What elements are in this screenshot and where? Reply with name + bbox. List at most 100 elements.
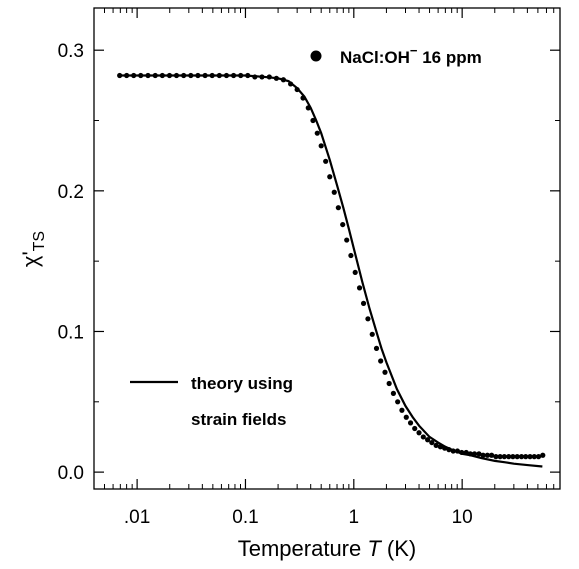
data-point — [493, 454, 499, 460]
data-point — [527, 454, 533, 460]
data-point — [259, 74, 265, 80]
data-point — [403, 414, 409, 420]
data-point — [117, 72, 123, 79]
data-point — [480, 452, 486, 458]
x-tick-label: 1 — [349, 507, 360, 528]
data-point — [159, 72, 165, 79]
data-point — [510, 454, 516, 460]
y-axis-label: χ'TS — [18, 231, 48, 267]
data-point — [230, 72, 237, 79]
data-point — [420, 434, 426, 440]
data-point — [280, 77, 287, 83]
legend-label-line-2: strain fields — [191, 410, 286, 429]
theory-curve — [119, 74, 543, 468]
data-point — [442, 445, 448, 451]
data-point — [386, 380, 392, 387]
data-point — [252, 74, 258, 80]
legend-label-line-1: theory using — [191, 374, 293, 393]
data-point — [145, 72, 151, 79]
data-point — [166, 72, 173, 79]
x-tick-label: 0.1 — [232, 507, 258, 528]
data-point — [138, 72, 144, 79]
data-point — [314, 130, 320, 136]
x-axis-label: Temperature T (K) — [238, 536, 417, 561]
data-point — [373, 345, 380, 351]
data-point — [216, 72, 222, 79]
data-point — [288, 81, 294, 87]
y-tick-label: 0.0 — [58, 463, 84, 484]
data-point — [378, 358, 384, 364]
data-point — [300, 95, 306, 101]
data-point — [506, 454, 512, 460]
data-point — [382, 369, 388, 375]
data-point — [369, 331, 375, 337]
data-point — [476, 451, 482, 457]
data-point — [429, 439, 435, 446]
data-point — [463, 449, 469, 456]
data-point — [407, 420, 414, 426]
data-point — [356, 285, 363, 291]
data-point — [348, 252, 354, 259]
data-points — [117, 72, 546, 460]
data-point — [335, 205, 341, 211]
data-point — [327, 174, 333, 180]
data-point — [310, 117, 316, 124]
x-tick-label: .01 — [124, 507, 150, 528]
data-point — [181, 72, 187, 79]
data-point — [416, 430, 422, 436]
data-point — [188, 72, 194, 79]
data-point — [514, 454, 520, 460]
data-point — [523, 454, 529, 460]
data-point — [365, 316, 371, 322]
data-point — [395, 399, 401, 405]
data-point — [340, 221, 346, 228]
axis-ticks — [93, 8, 561, 489]
data-point — [433, 442, 439, 448]
data-point — [124, 72, 130, 79]
data-point — [131, 72, 137, 79]
data-point — [535, 454, 542, 460]
data-point — [323, 158, 329, 164]
data-point — [399, 407, 405, 413]
data-point — [459, 449, 465, 456]
data-point — [305, 105, 311, 111]
axis-tick-labels: .01 0.1 1 10 0.0 0.1 0.2 0.3 — [58, 41, 473, 528]
data-point — [331, 189, 337, 195]
y-tick-label: 0.1 — [58, 322, 84, 343]
legend-label-points: NaCl:OH− 16 ppm — [340, 43, 482, 67]
data-point — [497, 454, 503, 460]
data-point — [437, 444, 444, 450]
data-point — [540, 452, 546, 458]
data-point — [152, 72, 158, 79]
legend-marker-points — [310, 50, 322, 62]
data-point — [273, 75, 279, 81]
data-point — [446, 447, 452, 453]
data-point — [467, 451, 473, 457]
y-tick-label: 0.2 — [58, 182, 84, 203]
data-point — [209, 72, 215, 79]
data-point — [501, 454, 507, 460]
data-point — [318, 143, 324, 149]
data-point — [454, 448, 461, 454]
data-point — [518, 454, 525, 460]
data-point — [390, 390, 397, 396]
data-point — [223, 72, 230, 79]
data-point — [471, 451, 478, 457]
data-point — [238, 72, 244, 79]
y-tick-label: 0.3 — [58, 41, 84, 62]
data-point — [266, 74, 272, 80]
data-point — [489, 452, 495, 458]
data-point — [344, 237, 350, 243]
data-point — [425, 437, 431, 443]
data-point — [352, 269, 358, 276]
data-point — [531, 454, 537, 460]
data-point — [245, 72, 251, 79]
data-point — [195, 72, 201, 79]
data-point — [294, 86, 300, 93]
data-point — [173, 72, 180, 79]
x-tick-label: 10 — [452, 507, 473, 528]
data-point — [484, 452, 490, 458]
data-point — [450, 448, 456, 454]
data-point — [202, 72, 208, 79]
